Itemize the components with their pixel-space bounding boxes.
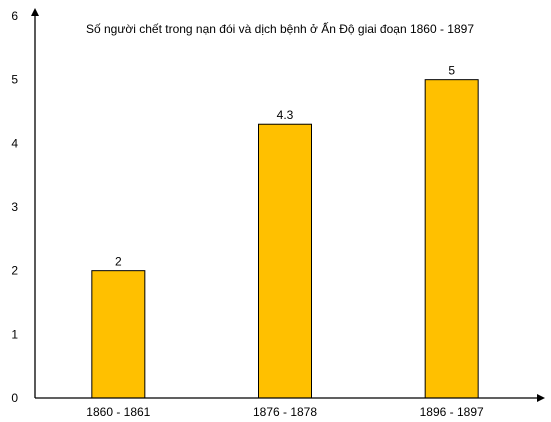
y-tick-labels: 0 1 2 3 4 5 6 [11, 9, 18, 405]
y-tick-label: 5 [11, 73, 18, 87]
y-tick-label: 1 [11, 327, 18, 341]
x-tick-label: 1896 - 1897 [420, 405, 484, 419]
y-tick-label: 0 [11, 391, 18, 405]
data-label: 4.3 [277, 108, 294, 122]
y-tick-label: 6 [11, 9, 18, 23]
bar [258, 123, 312, 399]
y-tick-label: 4 [11, 136, 18, 150]
bar [424, 79, 479, 399]
x-tick-label: 1860 - 1861 [86, 405, 150, 419]
bar [91, 270, 146, 399]
chart-title: Số người chết trong nạn đói và dịch bệnh… [86, 21, 474, 36]
bars-group [91, 79, 479, 399]
data-label: 2 [115, 255, 122, 269]
y-tick-label: 3 [11, 200, 18, 214]
x-tick-labels: 1860 - 1861 1876 - 1878 1896 - 1897 [86, 405, 484, 419]
data-label: 5 [448, 64, 455, 78]
y-tick-label: 2 [11, 264, 18, 278]
x-tick-label: 1876 - 1878 [253, 405, 317, 419]
data-labels-group: 24.35 [115, 64, 455, 269]
